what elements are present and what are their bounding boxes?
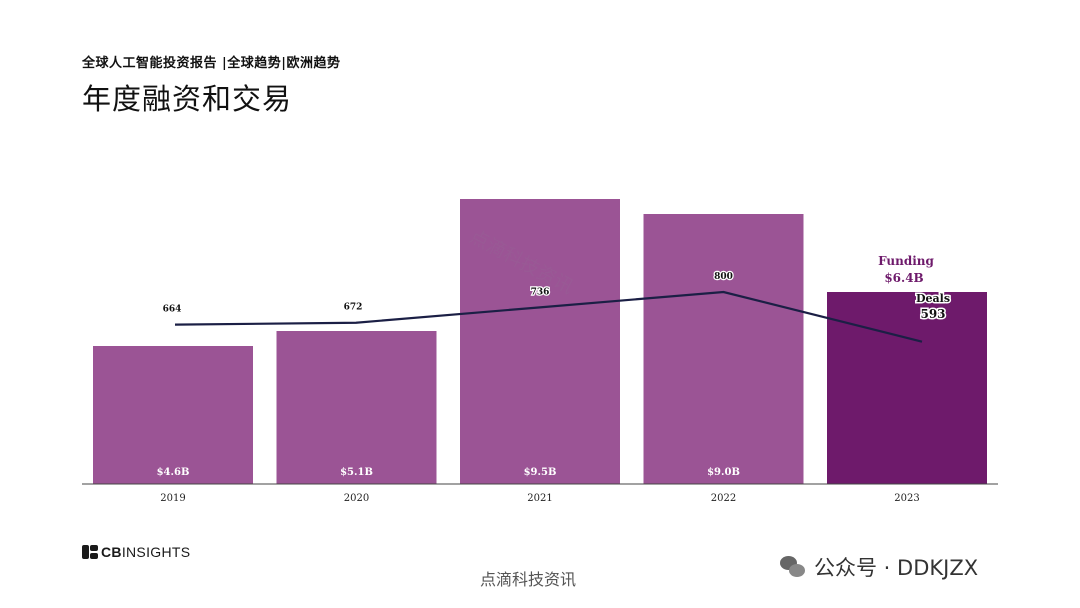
footer-watermark: 点滴科技资讯 <box>480 570 577 589</box>
deals-line <box>174 290 923 343</box>
x-tick-2023: 2023 <box>894 493 919 504</box>
funding-annotation-value: $6.4B <box>884 271 923 285</box>
x-tick-2019: 2019 <box>160 493 185 504</box>
wechat-icon <box>780 556 806 578</box>
deals-annotation-value: 593 <box>920 307 945 321</box>
cb-logo-icon <box>82 545 98 559</box>
funding-bar-2020 <box>276 331 437 484</box>
funding-label-2020: $5.1B <box>340 467 373 478</box>
x-tick-2021: 2021 <box>527 493 552 504</box>
funding-annotation-label: Funding <box>878 254 934 268</box>
deals-label-2021: 736 <box>531 287 550 297</box>
funding-bar-2019 <box>93 346 253 484</box>
wechat-account: 公众号 · DDKJZX <box>780 552 978 582</box>
deals-label-2020: 672 <box>344 303 363 313</box>
cbinsights-logo: CBINSIGHTS <box>82 544 190 560</box>
logo-text: CBINSIGHTS <box>101 544 191 560</box>
x-tick-2022: 2022 <box>711 493 736 504</box>
funding-bar-2021 <box>460 199 620 484</box>
wechat-account-label: 公众号 · DDKJZX <box>814 556 979 580</box>
funding-deals-chart: $4.6B 2019 $5.1B 2020 $9.5B 2021 $9.0B 2022 2023… <box>82 199 998 504</box>
x-tick-2020: 2020 <box>344 493 369 504</box>
report-subtitle: 全球人工智能投资报告 |全球趋势|欧洲趋势 <box>82 56 341 71</box>
page-title: 年度融资和交易 <box>82 82 293 116</box>
deals-label-2022: 800 <box>714 272 733 282</box>
deals-annotation-label: Deals <box>916 292 950 305</box>
funding-label-2022: $9.0B <box>707 467 740 478</box>
funding-bar-2022 <box>643 214 804 484</box>
funding-label-2021: $9.5B <box>524 467 557 478</box>
deals-label-2019: 664 <box>163 305 182 315</box>
funding-bar-2023 <box>827 292 987 484</box>
funding-label-2019: $4.6B <box>157 467 190 478</box>
